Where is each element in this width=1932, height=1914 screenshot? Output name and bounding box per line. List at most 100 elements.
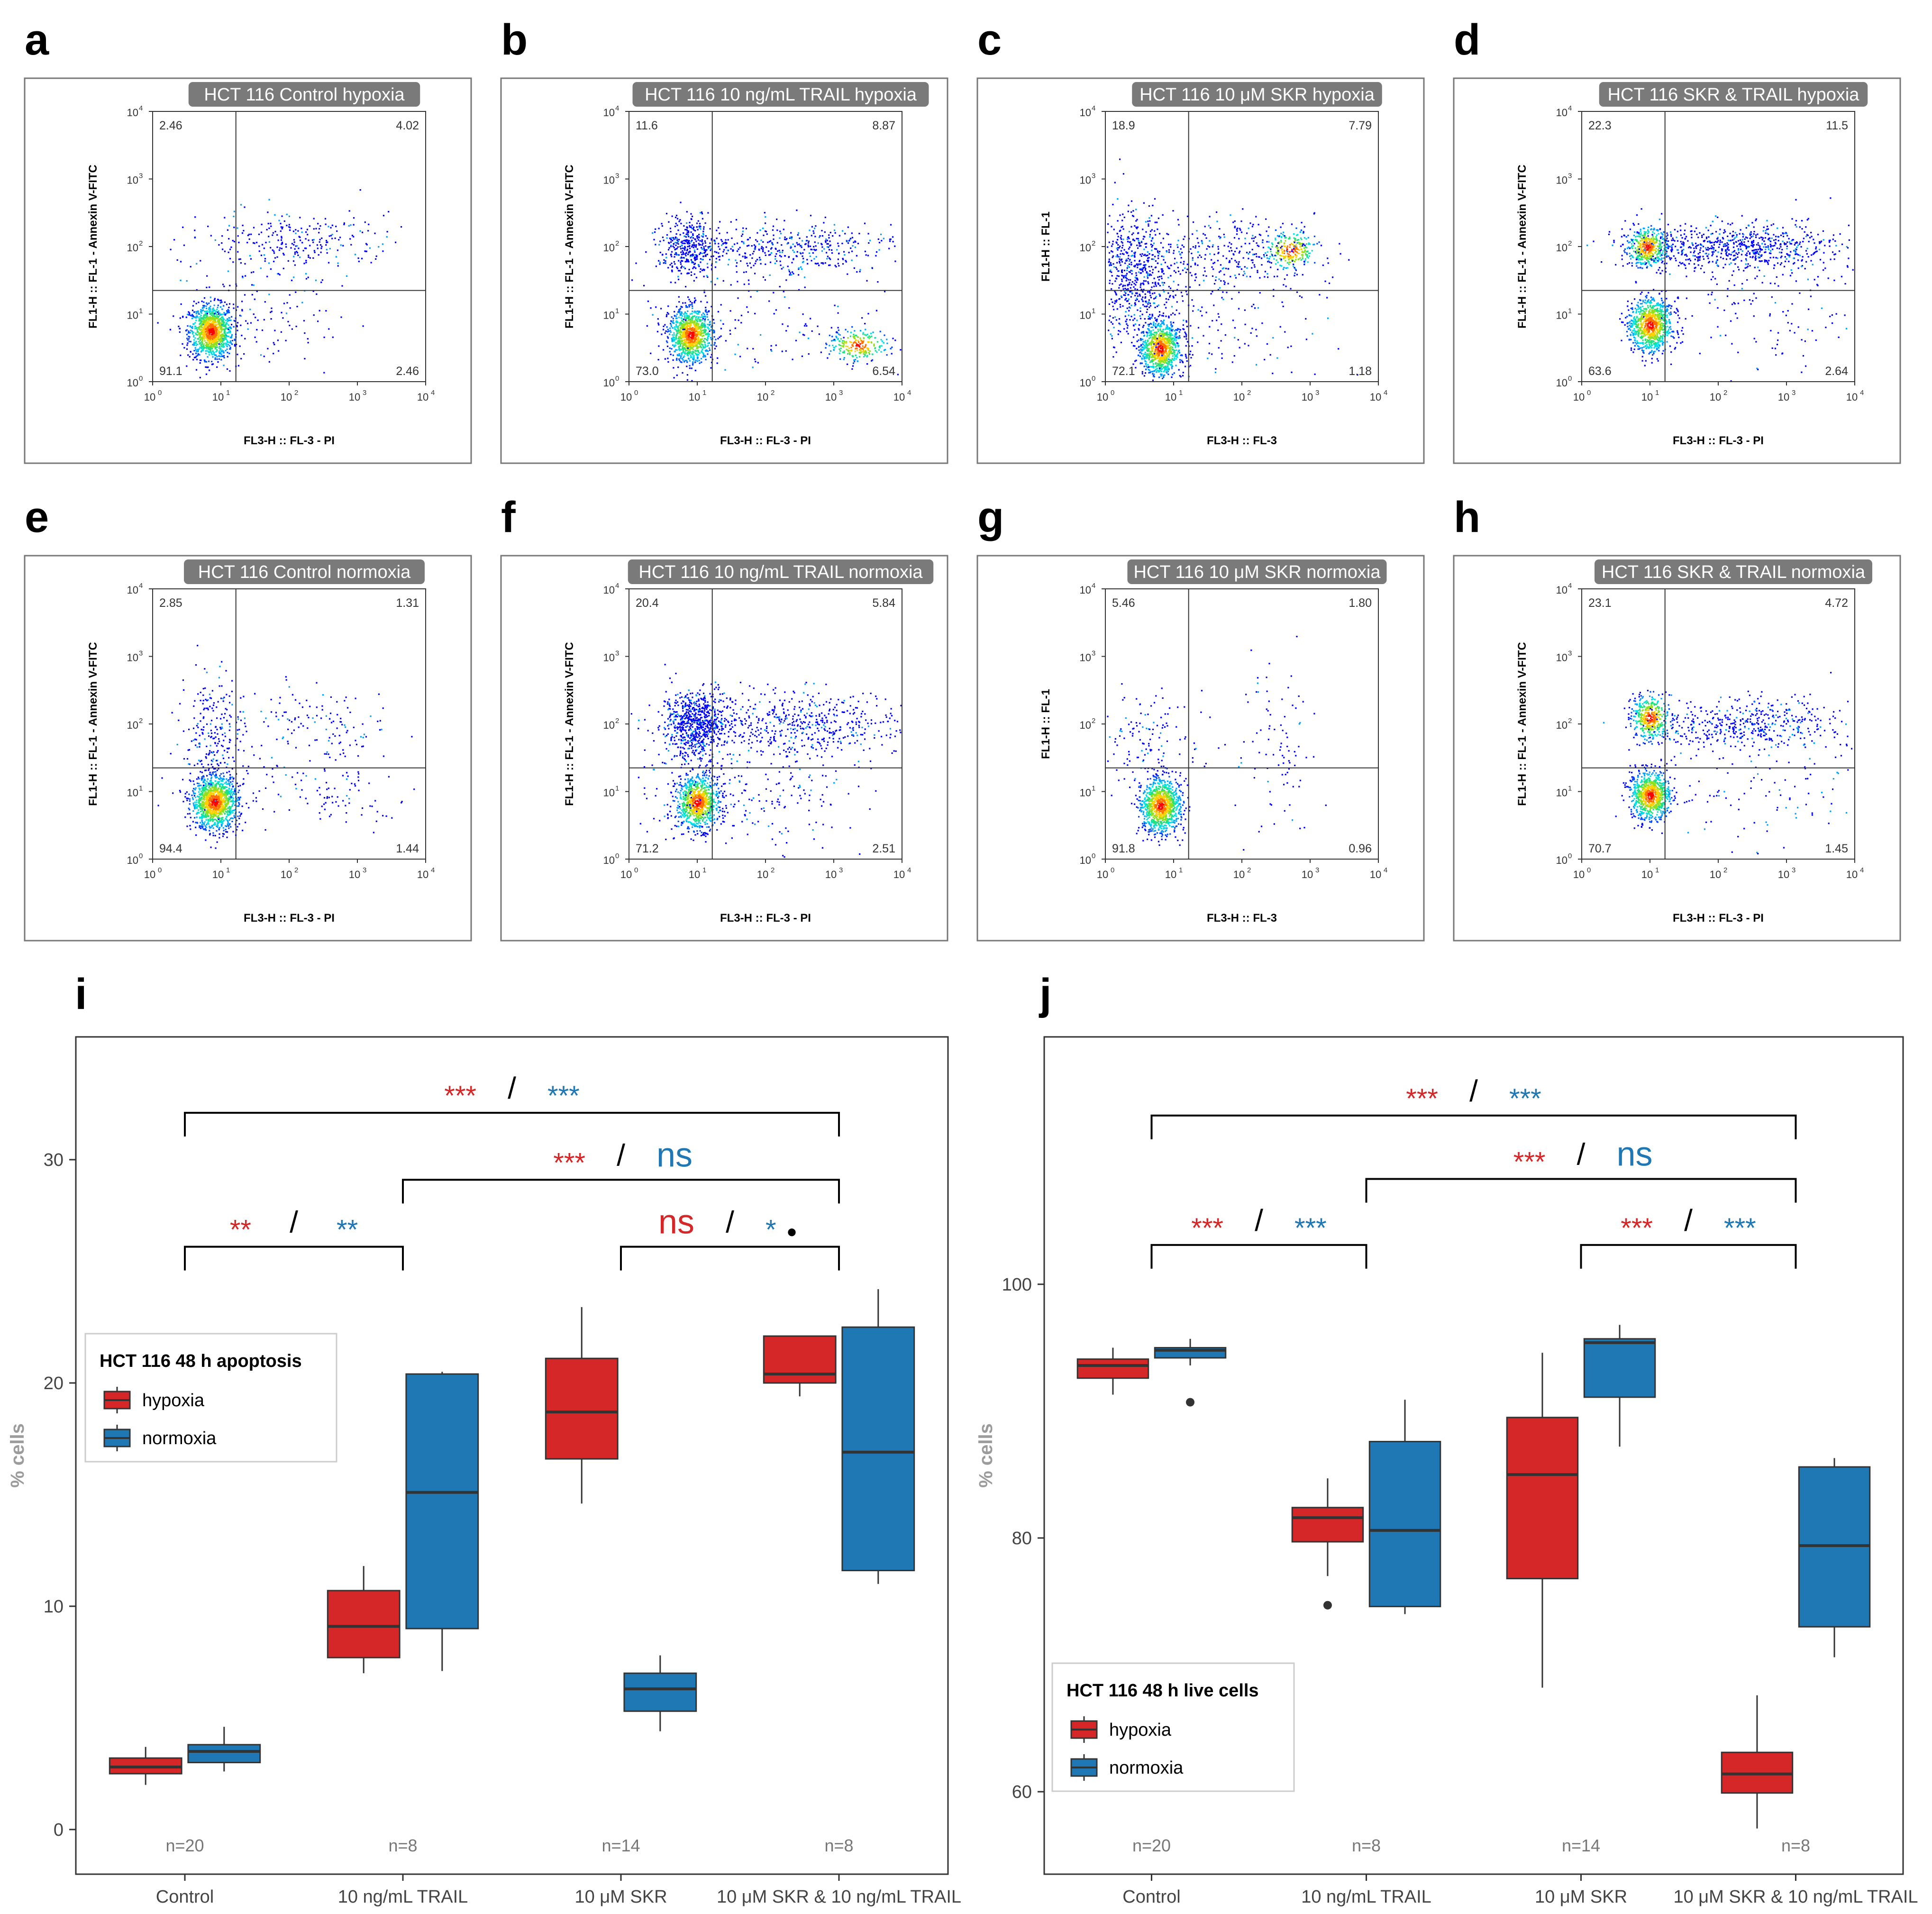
flow-event-dot xyxy=(685,346,687,348)
flow-event-dot xyxy=(302,250,304,252)
flow-event-dot xyxy=(211,333,213,335)
flow-event-dot xyxy=(704,331,706,333)
flow-event-dot xyxy=(683,321,685,323)
flow-event-dot xyxy=(1131,255,1133,256)
flow-event-dot xyxy=(1153,375,1155,378)
flow-event-dot xyxy=(686,229,688,231)
flow-event-dot xyxy=(806,236,808,238)
flow-event-dot xyxy=(665,330,667,332)
flow-event-dot xyxy=(686,331,688,333)
flow-event-dot xyxy=(1159,363,1162,365)
flow-event-dot xyxy=(200,329,201,331)
flow-event-dot xyxy=(1150,335,1152,337)
flow-event-dot xyxy=(1141,353,1143,355)
flow-event-dot xyxy=(1152,360,1154,362)
flow-event-dot xyxy=(693,341,695,343)
flow-event-dot xyxy=(187,325,189,327)
flow-event-dot xyxy=(248,233,250,236)
flow-event-dot xyxy=(780,256,782,257)
flow-event-dot xyxy=(696,345,698,347)
flow-event-dot xyxy=(758,249,760,251)
flow-event-dot xyxy=(686,258,688,260)
flow-event-dot xyxy=(1111,288,1112,290)
flow-event-dot xyxy=(675,333,677,336)
flow-event-dot xyxy=(225,349,227,351)
flow-event-dot xyxy=(686,339,688,340)
flow-event-dot xyxy=(738,319,739,321)
flow-event-dot xyxy=(223,365,225,366)
flow-event-dot xyxy=(209,369,210,371)
flow-event-dot xyxy=(831,252,833,254)
flow-event-dot xyxy=(865,345,866,347)
flow-event-dot xyxy=(186,334,188,336)
flow-event-dot xyxy=(675,325,677,327)
flow-event-dot xyxy=(1139,362,1141,364)
flow-event-dot xyxy=(673,247,675,248)
flow-event-dot xyxy=(866,280,868,282)
flow-event-dot xyxy=(701,324,702,326)
flow-event-dot xyxy=(666,312,668,314)
flow-event-dot xyxy=(331,234,333,236)
flow-event-dot xyxy=(1173,372,1175,374)
flow-event-dot xyxy=(208,360,210,362)
flow-event-dot xyxy=(195,345,197,347)
flow-event-dot xyxy=(842,230,844,232)
flow-event-dot xyxy=(674,326,676,328)
quadrant-lower-right: 2.46 xyxy=(396,365,419,378)
flow-event-dot xyxy=(204,321,206,323)
flow-event-dot xyxy=(710,344,712,346)
flow-event-dot xyxy=(209,341,211,343)
flow-event-dot xyxy=(675,222,677,224)
flow-event-dot xyxy=(1180,354,1182,357)
flow-event-dot xyxy=(1150,244,1152,246)
flow-event-dot xyxy=(218,244,220,246)
flow-event-dot xyxy=(770,240,772,242)
flow-event-dot xyxy=(231,324,233,326)
flow-event-dot xyxy=(693,266,695,268)
flow-event-dot xyxy=(237,354,238,356)
flow-event-dot xyxy=(362,325,364,327)
flow-event-dot xyxy=(221,355,223,357)
flow-event-dot xyxy=(675,315,677,317)
flow-event-dot xyxy=(226,340,228,342)
flow-event-dot xyxy=(698,237,700,238)
y-tick-exponent: 4 xyxy=(139,104,143,112)
flow-event-dot xyxy=(801,245,802,247)
flow-event-dot xyxy=(1158,322,1160,325)
flow-event-dot xyxy=(1161,333,1163,335)
flow-event-dot xyxy=(209,309,211,311)
flow-event-dot xyxy=(208,302,210,304)
flow-event-dot xyxy=(319,225,321,227)
flow-event-dot xyxy=(839,358,841,360)
flow-event-dot xyxy=(677,246,679,248)
flow-event-dot xyxy=(1177,342,1179,344)
flow-event-dot xyxy=(221,349,223,351)
flow-event-dot xyxy=(884,291,886,293)
flow-event-dot xyxy=(705,311,707,312)
flow-event-dot xyxy=(1166,334,1167,336)
flow-event-dot xyxy=(1168,353,1170,355)
flow-event-dot xyxy=(203,333,205,335)
flow-event-dot xyxy=(1143,358,1145,360)
flow-event-dot xyxy=(678,330,680,332)
flow-event-dot xyxy=(657,359,659,361)
flow-event-dot xyxy=(194,322,196,324)
flow-event-dot xyxy=(666,314,668,316)
flow-event-dot xyxy=(1147,350,1148,352)
flow-event-dot xyxy=(1183,263,1185,265)
flow-event-dot xyxy=(201,329,203,331)
flow-event-dot xyxy=(192,344,194,346)
flow-event-dot xyxy=(201,321,204,322)
flow-event-dot xyxy=(686,374,688,376)
flow-event-dot xyxy=(682,348,683,350)
flow-event-dot xyxy=(198,348,200,350)
flow-event-dot xyxy=(674,345,676,347)
flow-event-dot xyxy=(687,315,690,317)
flow-event-dot xyxy=(293,276,295,278)
flow-event-dot xyxy=(742,227,744,229)
flow-event-dot xyxy=(702,319,703,321)
flow-event-dot xyxy=(212,356,214,358)
flow-event-dot xyxy=(1146,345,1148,347)
flow-event-dot xyxy=(828,234,830,236)
flow-event-dot xyxy=(1155,336,1157,338)
